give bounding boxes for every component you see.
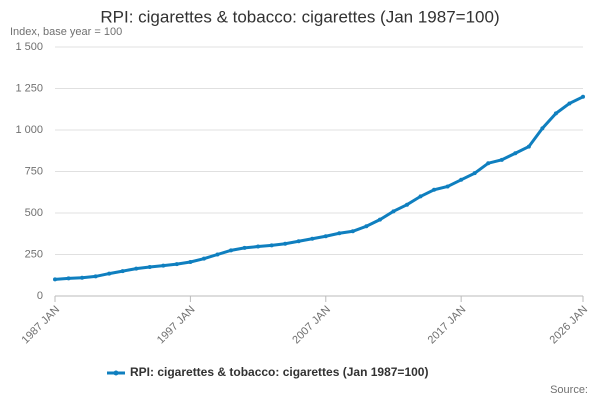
data-point xyxy=(581,94,585,99)
y-tick-label: 250 xyxy=(25,248,43,260)
data-point xyxy=(201,256,206,261)
data-point xyxy=(405,202,409,207)
y-tick-label: 1 500 xyxy=(15,41,43,53)
data-point xyxy=(377,217,382,222)
data-point xyxy=(337,231,342,236)
data-point xyxy=(174,262,179,267)
data-point xyxy=(553,111,558,116)
x-tick-label: 2017 JAN xyxy=(426,304,469,347)
data-point xyxy=(296,239,301,244)
data-point xyxy=(80,275,85,280)
data-point xyxy=(513,151,518,156)
data-point xyxy=(120,269,125,274)
data-point xyxy=(432,187,437,192)
x-tick-label: 1997 JAN xyxy=(155,304,198,347)
data-point xyxy=(350,229,355,234)
data-point xyxy=(134,266,139,271)
data-point xyxy=(486,161,491,166)
x-tick-label: 1987 JAN xyxy=(20,304,63,347)
data-point xyxy=(215,252,220,257)
data-point xyxy=(107,271,112,276)
data-point xyxy=(499,157,504,162)
data-point xyxy=(526,144,531,149)
y-tick-label: 750 xyxy=(25,165,43,177)
chart-subtitle: Index, base year = 100 xyxy=(10,26,122,38)
data-point xyxy=(66,276,71,281)
data-point xyxy=(472,171,477,176)
data-point xyxy=(93,274,98,279)
data-point xyxy=(283,241,288,246)
data-point xyxy=(188,259,193,264)
data-point xyxy=(445,184,450,189)
data-point xyxy=(323,234,328,239)
data-point xyxy=(256,244,261,249)
x-tick-label: 2026 JAN xyxy=(548,304,591,347)
data-point xyxy=(229,248,233,253)
y-tick-label: 1 000 xyxy=(15,124,43,136)
y-tick-label: 0 xyxy=(37,290,43,302)
y-tick-label: 500 xyxy=(25,207,43,219)
data-point xyxy=(310,236,315,241)
x-tick-label: 2007 JAN xyxy=(290,304,333,347)
source: Source: xyxy=(550,384,588,396)
data-point xyxy=(391,209,396,214)
data-point xyxy=(53,277,57,282)
data-line xyxy=(54,95,584,281)
data-point xyxy=(459,177,464,182)
data-point xyxy=(418,194,423,199)
data-point xyxy=(540,126,545,131)
data-point xyxy=(567,101,572,106)
chart-title: RPI: cigarettes & tobacco: cigarettes (J… xyxy=(100,7,499,26)
data-point xyxy=(242,245,247,250)
legend-label: RPI: cigarettes & tobacco: cigarettes (J… xyxy=(130,365,428,379)
y-tick-label: 1 250 xyxy=(15,82,43,94)
data-point xyxy=(147,264,152,269)
data-point xyxy=(364,224,369,229)
legend-marker xyxy=(113,370,119,376)
data-point xyxy=(269,243,274,248)
data-point xyxy=(161,263,166,268)
